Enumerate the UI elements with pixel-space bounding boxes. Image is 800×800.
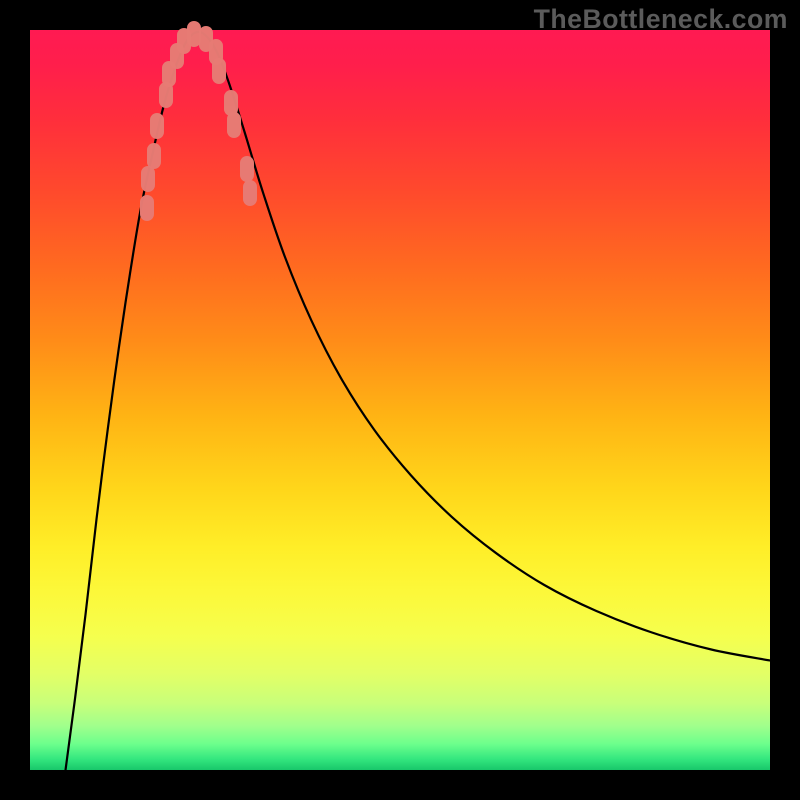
curve-path bbox=[66, 32, 770, 770]
plot-area bbox=[30, 30, 770, 770]
curve-marker bbox=[141, 166, 155, 192]
curve-marker bbox=[140, 195, 154, 221]
curve-marker bbox=[227, 112, 241, 138]
curve-marker bbox=[240, 156, 254, 182]
bottleneck-curve bbox=[30, 30, 770, 770]
curve-marker bbox=[147, 143, 161, 169]
curve-marker bbox=[212, 58, 226, 84]
curve-marker bbox=[243, 180, 257, 206]
curve-marker bbox=[150, 113, 164, 139]
canvas: TheBottleneck.com bbox=[0, 0, 800, 800]
